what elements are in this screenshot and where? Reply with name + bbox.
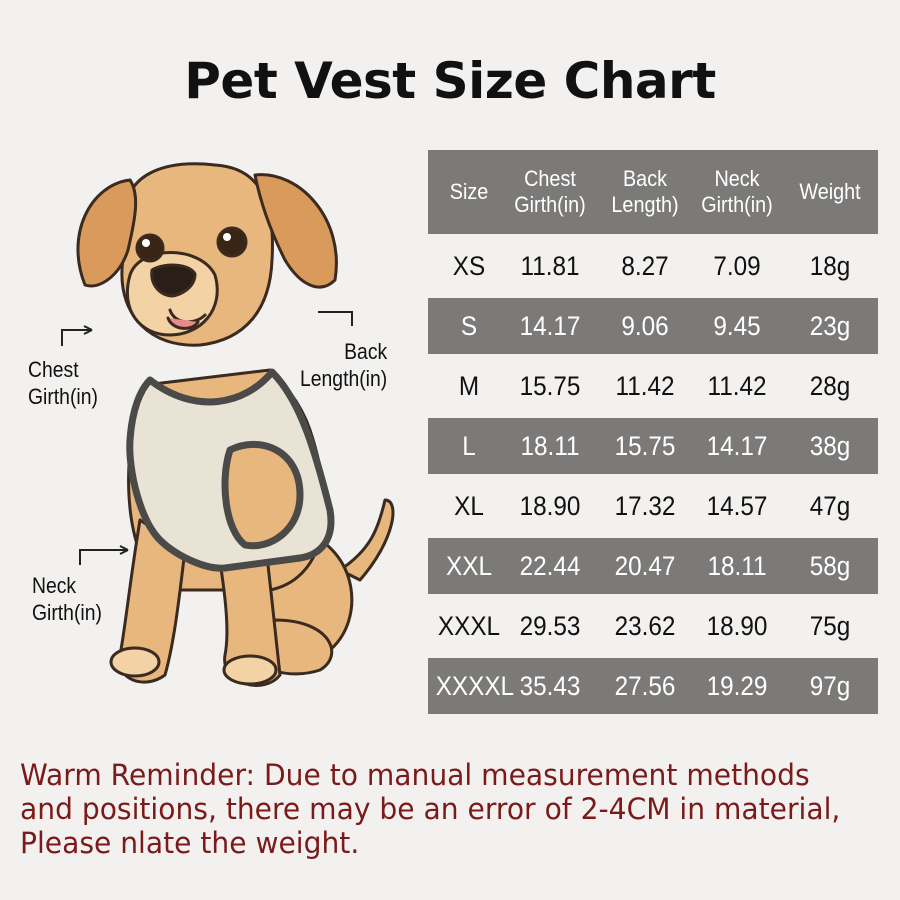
table-row: XS 11.81 8.27 7.09 18g <box>428 238 878 294</box>
header-size: Size <box>449 179 489 204</box>
weight-cell: 58g <box>809 550 851 581</box>
header-chest: Chest Girth(in) <box>514 166 586 217</box>
neck-cell: 19.29 <box>706 670 768 701</box>
chest-cell: 14.17 <box>519 310 581 341</box>
back-cell: 20.47 <box>614 550 676 581</box>
neck-cell: 18.90 <box>706 610 768 641</box>
header-back: Back Length) <box>611 166 679 217</box>
back-length-label: Back Length(in) <box>300 339 388 391</box>
chest-cell: 35.43 <box>519 670 581 701</box>
page-title: Pet Vest Size Chart <box>184 52 716 110</box>
chest-cell: 22.44 <box>519 550 581 581</box>
header-neck: Neck Girth(in) <box>701 166 773 217</box>
weight-cell: 23g <box>809 310 851 341</box>
chest-cell: 29.53 <box>519 610 581 641</box>
back-cell: 15.75 <box>614 430 676 461</box>
back-cell: 27.56 <box>614 670 676 701</box>
size-cell: XXL <box>446 550 492 581</box>
warm-reminder: Warm Reminder: Due to manual measurement… <box>20 758 841 860</box>
size-cell: XXXXL <box>435 670 515 701</box>
chest-girth-label: Chest Girth(in) <box>28 357 98 409</box>
neck-cell: 14.17 <box>706 430 768 461</box>
size-cell: L <box>462 430 476 461</box>
dog-illustration: Chest Girth(in) Back Length(in) Neck Gir… <box>0 150 420 730</box>
neck-girth-label: Neck Girth(in) <box>32 573 102 625</box>
back-cell: 11.42 <box>615 370 675 401</box>
dog-in-vest-image <box>61 162 395 687</box>
size-cell: XXXL <box>437 610 501 641</box>
back-cell: 23.62 <box>614 610 676 641</box>
header-weight: Weight <box>799 179 861 204</box>
weight-cell: 47g <box>809 490 851 521</box>
back-cell: 17.32 <box>614 490 676 521</box>
chest-cell: 18.11 <box>520 430 580 461</box>
neck-cell: 7.09 <box>713 250 761 281</box>
table-row: XXXL 29.53 23.62 18.90 75g <box>428 598 878 654</box>
weight-cell: 18g <box>809 250 851 281</box>
neck-cell: 18.11 <box>707 550 767 581</box>
table-row: S 14.17 9.06 9.45 23g <box>428 298 878 354</box>
neck-cell: 11.42 <box>707 370 767 401</box>
table-row: XXXXL 35.43 27.56 19.29 97g <box>428 658 878 714</box>
neck-cell: 9.45 <box>713 310 761 341</box>
weight-cell: 38g <box>809 430 851 461</box>
table-row: L 18.11 15.75 14.17 38g <box>428 418 878 474</box>
size-cell: M <box>458 370 480 401</box>
weight-cell: 75g <box>809 610 851 641</box>
back-cell: 8.27 <box>621 250 669 281</box>
table-header: Size Chest Girth(in) Back Length) Neck G… <box>428 150 878 234</box>
table-row: XL 18.90 17.32 14.57 47g <box>428 478 878 534</box>
size-cell: XS <box>452 250 486 281</box>
back-cell: 9.06 <box>621 310 669 341</box>
size-table: Size Chest Girth(in) Back Length) Neck G… <box>428 150 878 714</box>
chest-cell: 11.81 <box>520 250 580 281</box>
chest-cell: 18.90 <box>519 490 581 521</box>
size-cell: S <box>460 310 478 341</box>
size-cell: XL <box>454 490 484 521</box>
weight-cell: 97g <box>809 670 851 701</box>
neck-cell: 14.57 <box>706 490 768 521</box>
weight-cell: 28g <box>809 370 851 401</box>
table-row: M 15.75 11.42 11.42 28g <box>428 358 878 414</box>
table-row: XXL 22.44 20.47 18.11 58g <box>428 538 878 594</box>
chest-cell: 15.75 <box>519 370 581 401</box>
